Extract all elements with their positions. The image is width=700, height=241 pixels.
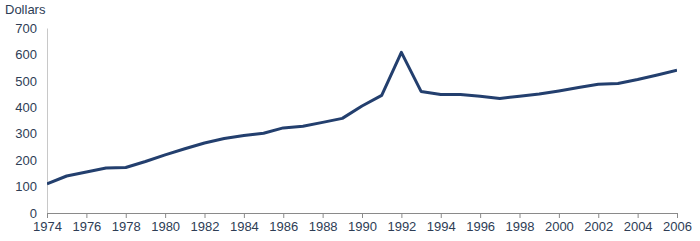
y-tick: 400 <box>15 100 47 115</box>
x-tick-mark <box>165 213 166 218</box>
x-tick: 2000 <box>545 213 574 234</box>
x-tick-mark <box>47 213 48 218</box>
x-tick-label: 1994 <box>427 219 456 234</box>
y-tick-label: 500 <box>15 74 37 89</box>
x-tick-label: 1980 <box>151 219 180 234</box>
x-tick-mark <box>126 213 127 218</box>
x-tick-mark <box>480 213 481 218</box>
series <box>47 52 677 184</box>
y-tick-label: 100 <box>15 179 37 194</box>
x-tick-label: 1992 <box>387 219 416 234</box>
x-tick-label: 1976 <box>72 219 101 234</box>
x-tick: 2004 <box>624 213 653 234</box>
x-tick-mark <box>638 213 639 218</box>
x-tick-label: 1982 <box>191 219 220 234</box>
y-tick: 100 <box>15 179 47 194</box>
y-tick: 300 <box>15 126 47 141</box>
x-tick: 1986 <box>269 213 298 234</box>
x-tick: 2002 <box>584 213 613 234</box>
x-tick: 2006 <box>663 213 692 234</box>
x-tick-mark <box>283 213 284 218</box>
x-tick: 1980 <box>151 213 180 234</box>
x-tick-mark <box>86 213 87 218</box>
y-axis-title: Dollars <box>5 2 46 17</box>
x-tick-label: 1988 <box>309 219 338 234</box>
plot: 0100200300400500600700197419761978198019… <box>15 21 692 235</box>
y-tick: 200 <box>15 153 47 168</box>
x-axis-line <box>48 214 678 219</box>
y-tick-label: 300 <box>15 126 37 141</box>
y-axis-line <box>47 29 48 214</box>
y-tick-label: 700 <box>15 21 37 36</box>
y-tick: 500 <box>15 74 47 89</box>
x-tick: 1994 <box>427 213 456 234</box>
x-tick-label: 2004 <box>624 219 653 234</box>
x-tick-label: 1986 <box>269 219 298 234</box>
x-tick: 1996 <box>466 213 495 234</box>
x-tick-mark <box>362 213 363 218</box>
x-tick-mark <box>559 213 560 218</box>
x-tick: 1976 <box>72 213 101 234</box>
x-tick-label: 2000 <box>545 219 574 234</box>
x-tick: 1982 <box>191 213 220 234</box>
x-tick-mark <box>401 213 402 218</box>
y-tick-label: 600 <box>15 47 37 62</box>
x-tick-label: 1998 <box>506 219 535 234</box>
x-tick: 1974 <box>33 213 62 234</box>
x-tick: 1988 <box>309 213 338 234</box>
x-tick: 1978 <box>112 213 141 234</box>
x-tick-label: 2002 <box>584 219 613 234</box>
x-tick-label: 1990 <box>348 219 377 234</box>
x-tick-mark <box>677 213 678 218</box>
x-tick-mark <box>441 213 442 218</box>
x-tick: 1998 <box>506 213 535 234</box>
y-tick: 700 <box>15 21 47 36</box>
y-tick: 600 <box>15 47 47 62</box>
x-tick-label: 1978 <box>112 219 141 234</box>
y-tick-label: 200 <box>15 153 37 168</box>
x-tick-mark <box>244 213 245 218</box>
chart: 0100200300400500600700197419761978198019… <box>0 0 700 241</box>
x-tick-mark <box>520 213 521 218</box>
x-tick: 1990 <box>348 213 377 234</box>
data-line <box>47 52 677 184</box>
x-tick: 1992 <box>387 213 416 234</box>
y-tick-label: 400 <box>15 100 37 115</box>
x-tick-label: 2006 <box>663 219 692 234</box>
x-tick-mark <box>205 213 206 218</box>
x-tick-mark <box>323 213 324 218</box>
x-tick-label: 1984 <box>230 219 259 234</box>
x-tick-label: 1996 <box>466 219 495 234</box>
x-tick-mark <box>598 213 599 218</box>
x-axis: 1974 1976 1978 1980 1982 1984 1986 1988 1990 1992… <box>33 213 692 234</box>
x-tick: 1984 <box>230 213 259 234</box>
y-axis: 0100200300400500600700 <box>15 21 47 221</box>
x-tick-label: 1974 <box>33 219 62 234</box>
